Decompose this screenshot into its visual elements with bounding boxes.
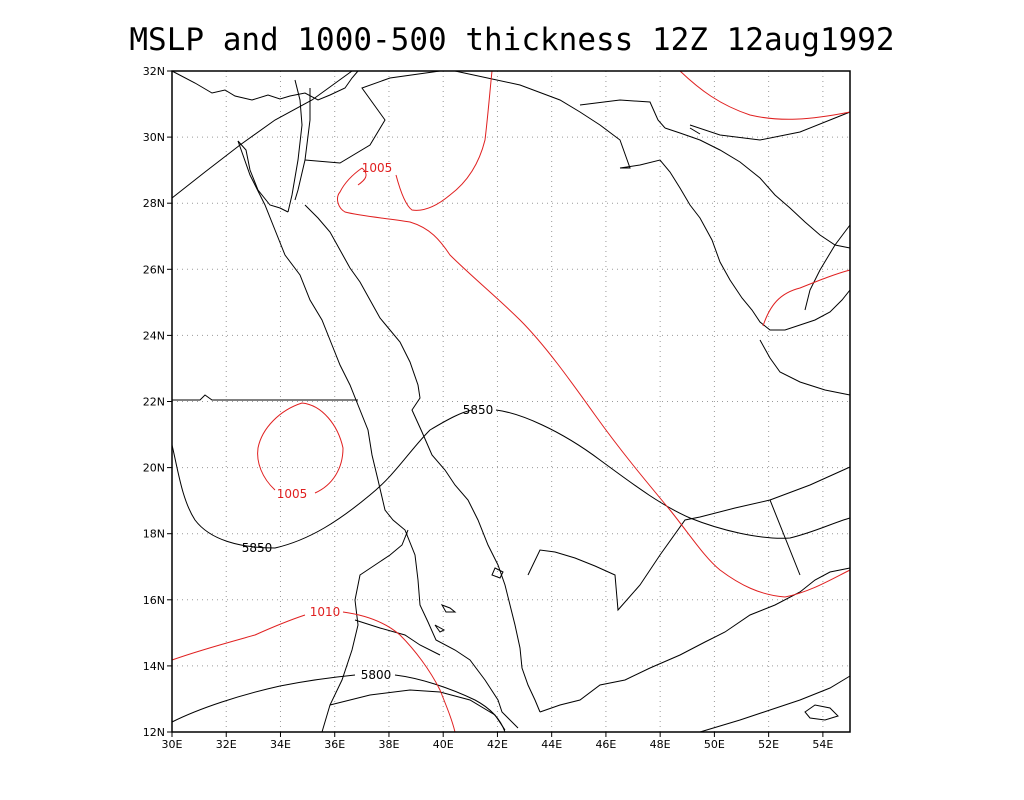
lon-tick-label: 54E — [812, 738, 833, 751]
lon-tick-label: 44E — [541, 738, 562, 751]
lat-tick-label: 14N — [143, 660, 165, 673]
lon-tick-label: 48E — [650, 738, 671, 751]
pressure-contours — [171, 70, 851, 733]
latitude-axis: 12N 14N 16N 18N 20N 22N 24N 26N 28N 30N 32N — [143, 65, 172, 739]
thickness-contours — [171, 409, 851, 733]
lat-tick-label: 18N — [143, 528, 165, 541]
thickness-label-5800: 5800 — [361, 668, 392, 682]
lat-tick-label: 20N — [143, 462, 165, 475]
lon-tick-label: 42E — [487, 738, 508, 751]
grid-lines — [172, 71, 850, 732]
longitude-axis: 30E 32E 34E 36E 38E 40E 42E 44E 46E 48E 50E 52E 54E — [162, 732, 833, 751]
lon-tick-label: 36E — [324, 738, 345, 751]
lon-tick-label: 50E — [704, 738, 725, 751]
thickness-label-5850-north: 5850 — [463, 403, 494, 417]
lon-tick-label: 32E — [216, 738, 237, 751]
lat-tick-label: 12N — [143, 726, 165, 739]
pressure-label-1010: 1010 — [310, 605, 341, 619]
lat-tick-label: 16N — [143, 594, 165, 607]
lon-tick-label: 40E — [433, 738, 454, 751]
map-frame — [171, 70, 851, 733]
lon-tick-label: 38E — [378, 738, 399, 751]
lat-tick-label: 30N — [143, 131, 165, 144]
lon-tick-label: 46E — [595, 738, 616, 751]
contour-labels: 5850 5850 5800 1005 1005 1010 — [242, 161, 494, 682]
lat-tick-label: 26N — [143, 263, 165, 276]
lat-tick-label: 28N — [143, 197, 165, 210]
pressure-label-1005-north: 1005 — [362, 161, 393, 175]
pressure-label-1005-sudan: 1005 — [277, 487, 308, 501]
lon-tick-label: 34E — [270, 738, 291, 751]
lon-tick-label: 30E — [162, 738, 183, 751]
lat-tick-label: 22N — [143, 396, 165, 409]
map-title: MSLP and 1000-500 thickness 12Z 12aug199… — [129, 22, 895, 58]
lon-tick-label: 52E — [758, 738, 779, 751]
coastlines — [171, 70, 851, 733]
lat-tick-label: 24N — [143, 329, 165, 342]
lat-tick-label: 32N — [143, 65, 165, 78]
thickness-label-5850-west: 5850 — [242, 541, 273, 555]
